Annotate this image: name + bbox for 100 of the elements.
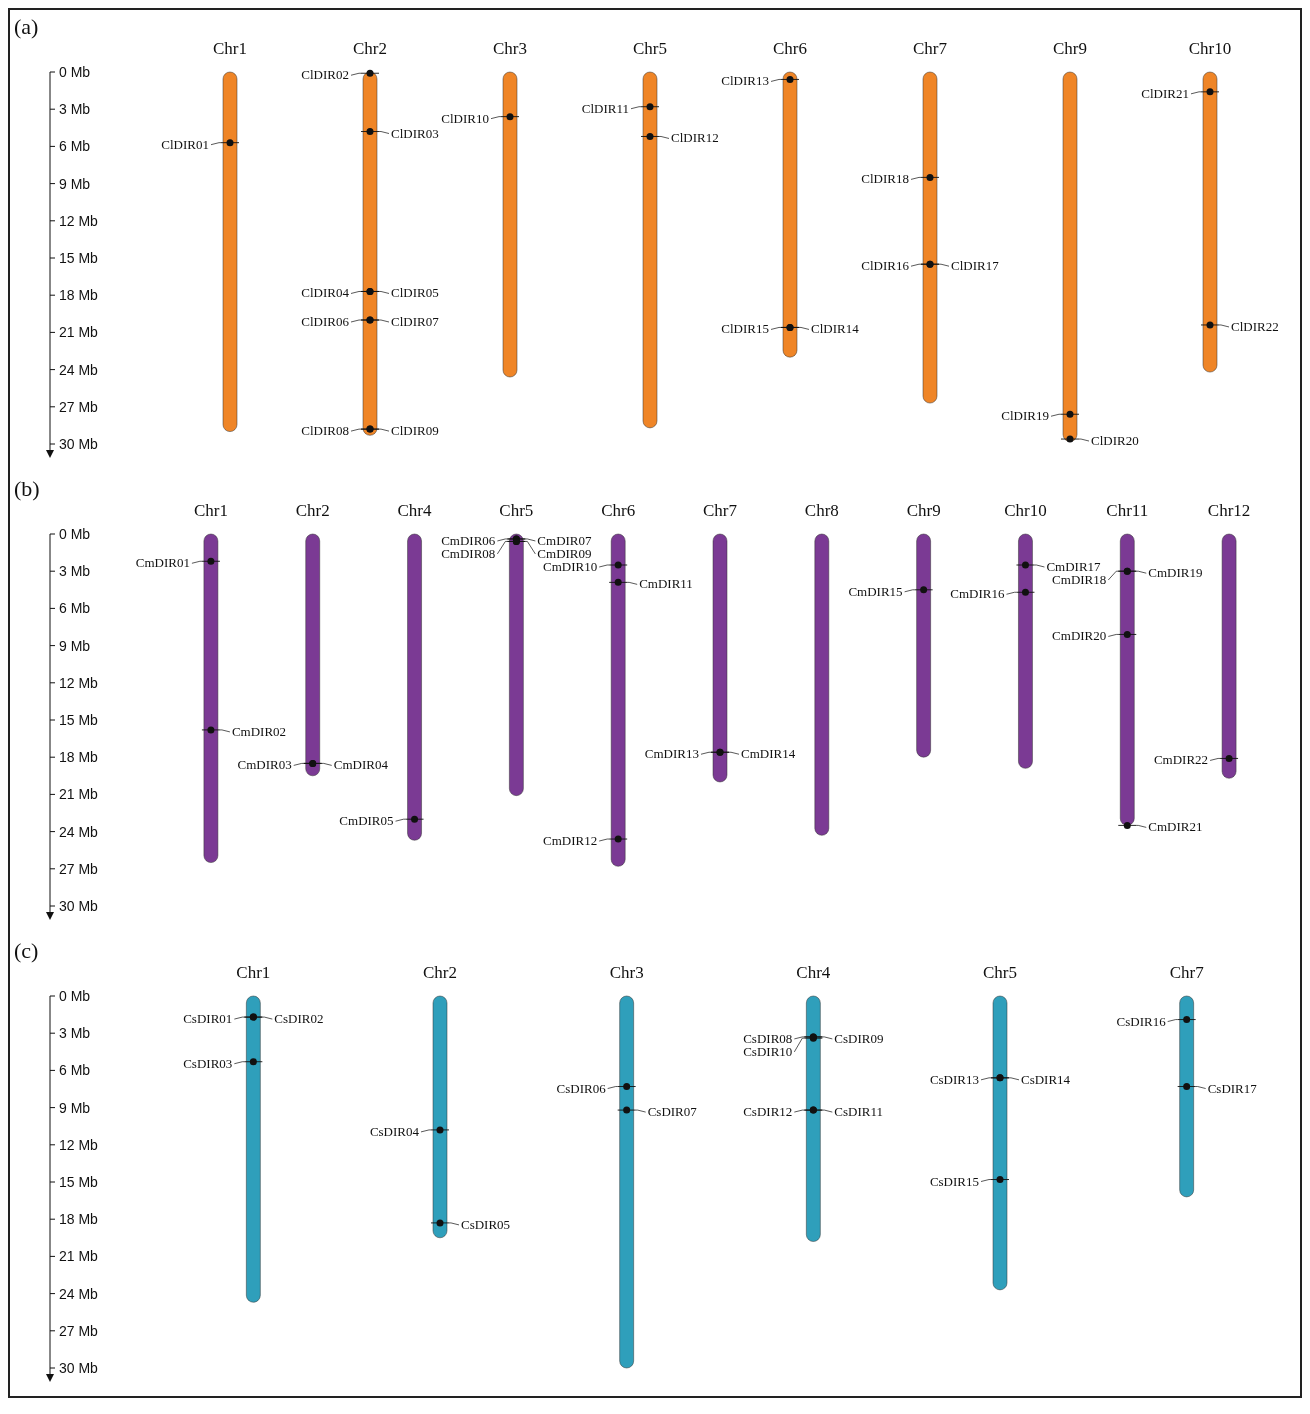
data-label: CmDIR04	[333, 757, 389, 773]
data-label: CmDIR11	[639, 576, 693, 592]
y-tick-label: 24 Mb	[59, 1285, 99, 1302]
data-label: CmDIR21	[1148, 819, 1203, 835]
y-tick-label: 9 Mb	[59, 637, 91, 654]
data-label: CsDIR02	[274, 1011, 324, 1027]
data-label: CsDIR17	[1207, 1080, 1258, 1096]
data-label: CmDIR12	[543, 833, 598, 849]
data-label: ClDIR12	[671, 130, 719, 146]
data-label: ClDIR03	[391, 125, 439, 141]
x-tick-label: Chr2	[423, 963, 457, 982]
data-label: CsDIR03	[183, 1055, 233, 1071]
y-tick-label: 27 Mb	[59, 398, 99, 415]
x-tick-label: Chr4	[796, 963, 831, 982]
x-tick-label: Chr8	[804, 501, 839, 520]
y-tick-label: 27 Mb	[59, 1322, 99, 1339]
data-label: CmDIR01	[135, 555, 190, 571]
x-tick-label: Chr9	[906, 501, 941, 520]
y-tick-label: 3 Mb	[59, 563, 91, 580]
data-label: CmDIR03	[237, 757, 292, 773]
y-tick-label: 21 Mb	[59, 1248, 99, 1265]
data-label: CsDIR01	[183, 1011, 233, 1027]
data-label: CsDIR10	[743, 1043, 793, 1059]
y-tick-label: 9 Mb	[59, 1099, 91, 1116]
y-tick-label: 3 Mb	[59, 101, 91, 118]
x-tick-label: Chr10	[1004, 501, 1047, 520]
y-tick-label: 18 Mb	[59, 1211, 99, 1228]
data-label: ClDIR05	[391, 285, 439, 301]
x-tick-label: Chr7	[913, 39, 948, 58]
y-tick-label: 30 Mb	[59, 435, 99, 452]
x-tick-label: Chr5	[633, 39, 667, 58]
x-tick-label: Chr6	[773, 39, 807, 58]
x-tick-label: Chr10	[1188, 39, 1232, 58]
data-label: ClDIR20	[1091, 433, 1139, 449]
y-tick-label: 12 Mb	[59, 674, 99, 691]
data-label: ClDIR01	[161, 136, 209, 152]
x-tick-label: Chr3	[609, 963, 644, 982]
data-label: CmDIR19	[1148, 565, 1203, 581]
data-label: CmDIR13	[644, 746, 699, 762]
data-label: CmDIR20	[1052, 628, 1107, 644]
x-tick-label: Chr2	[353, 39, 387, 58]
data-label: CsDIR11	[834, 1104, 883, 1120]
y-tick-label: 24 Mb	[59, 823, 99, 840]
data-label: CmDIR18	[1052, 572, 1107, 587]
x-tick-label: Chr4	[397, 501, 433, 520]
x-tick-label: Chr7	[703, 501, 738, 520]
data-label: CmDIR06	[441, 532, 496, 548]
data-label: ClDIR08	[301, 423, 349, 439]
data-label: CmDIR14	[741, 746, 796, 762]
y-tick-label: 15 Mb	[59, 711, 99, 728]
x-tick-label: Chr3	[493, 39, 527, 58]
y-tick-label: 0 Mb	[59, 63, 91, 80]
data-label: CsDIR15	[929, 1173, 979, 1189]
y-tick-label: 0 Mb	[59, 987, 91, 1004]
chart-title: (a)	[14, 14, 39, 39]
y-tick-label: 15 Mb	[59, 1173, 99, 1190]
x-tick-label: Chr2	[295, 501, 330, 520]
data-label: ClDIR13	[721, 73, 769, 89]
x-tick-label: Chr1	[236, 963, 271, 982]
y-tick-label: 21 Mb	[59, 786, 99, 803]
y-tick-label: 0 Mb	[59, 525, 91, 542]
x-tick-label: Chr12	[1207, 501, 1251, 520]
data-label: ClDIR22	[1231, 318, 1279, 334]
x-tick-label: Chr1	[193, 501, 228, 520]
y-tick-label: 3 Mb	[59, 1025, 91, 1042]
data-label: CsDIR04	[369, 1123, 420, 1139]
x-tick-label: Chr11	[1106, 501, 1149, 520]
y-tick-label: 30 Mb	[59, 1359, 99, 1376]
x-tick-label: Chr5	[983, 963, 1017, 982]
chart-title: (c)	[14, 938, 39, 963]
x-tick-label: Chr7	[1169, 963, 1205, 982]
data-label: ClDIR21	[1141, 85, 1189, 101]
data-label: CmDIR09	[537, 545, 592, 561]
y-tick-label: 6 Mb	[59, 138, 91, 155]
data-label: CmDIR05	[339, 813, 394, 829]
data-label: CsDIR12	[743, 1104, 793, 1120]
data-label: CmDIR15	[848, 583, 903, 599]
data-label: CmDIR02	[231, 723, 287, 739]
y-tick-label: 30 Mb	[59, 897, 99, 914]
data-label: CsDIR06	[556, 1080, 607, 1096]
data-label: CmDIR17	[1046, 559, 1102, 574]
chart-title: (b)	[14, 476, 40, 501]
y-tick-label: 12 Mb	[59, 212, 99, 229]
y-tick-label: 15 Mb	[59, 249, 99, 266]
y-tick-label: 6 Mb	[59, 1062, 91, 1079]
data-label: CmDIR08	[441, 545, 496, 561]
data-label: ClDIR15	[721, 321, 769, 337]
x-tick-label: Chr6	[601, 501, 636, 520]
data-label: CmDIR10	[543, 559, 598, 574]
y-tick-label: 6 Mb	[59, 600, 91, 617]
data-label: ClDIR14	[811, 321, 860, 337]
data-label: CsDIR16	[1116, 1013, 1167, 1029]
y-tick-label: 24 Mb	[59, 361, 99, 378]
y-tick-label: 18 Mb	[59, 749, 99, 766]
y-tick-label: 12 Mb	[59, 1136, 99, 1153]
data-label: CsDIR13	[929, 1071, 979, 1087]
data-label: ClDIR11	[581, 100, 629, 116]
y-tick-label: 27 Mb	[59, 860, 99, 877]
data-label: CmDIR22	[1153, 752, 1209, 768]
data-label: CsDIR09	[834, 1030, 884, 1046]
